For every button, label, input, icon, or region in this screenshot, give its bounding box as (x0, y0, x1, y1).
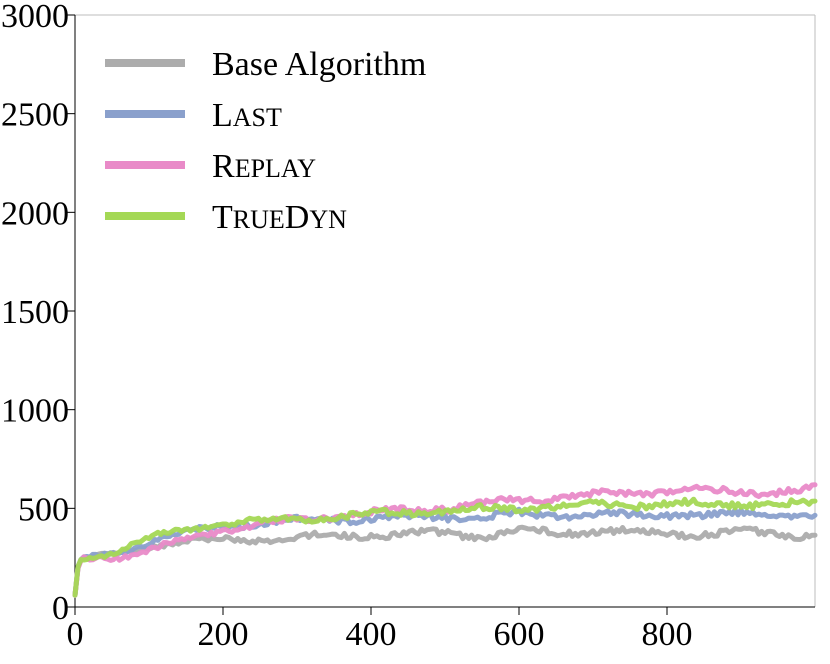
y-tick-label: 1500 (1, 294, 69, 331)
legend-label: Base Algorithm (212, 46, 426, 83)
series-line-1 (72, 506, 818, 598)
y-tick-label: 3000 (1, 0, 69, 35)
series-line-0 (72, 524, 818, 598)
y-tick-label: 0 (52, 590, 69, 627)
series-line-2 (72, 482, 818, 598)
legend-label: LAST (212, 97, 282, 134)
legend-label: TRUEDYN (212, 199, 347, 236)
y-tick-label: 500 (18, 491, 69, 528)
y-tick-label: 2500 (1, 97, 69, 134)
x-tick-label: 800 (642, 616, 693, 653)
x-tick-label: 0 (67, 616, 84, 653)
series-line-3 (72, 496, 818, 598)
y-tick-label: 1000 (1, 393, 69, 430)
y-tick-label: 2000 (1, 195, 69, 232)
x-tick-label: 400 (346, 616, 397, 653)
x-tick-label: 200 (198, 616, 249, 653)
legend-label: REPLAY (212, 148, 316, 185)
x-tick-label: 600 (494, 616, 545, 653)
